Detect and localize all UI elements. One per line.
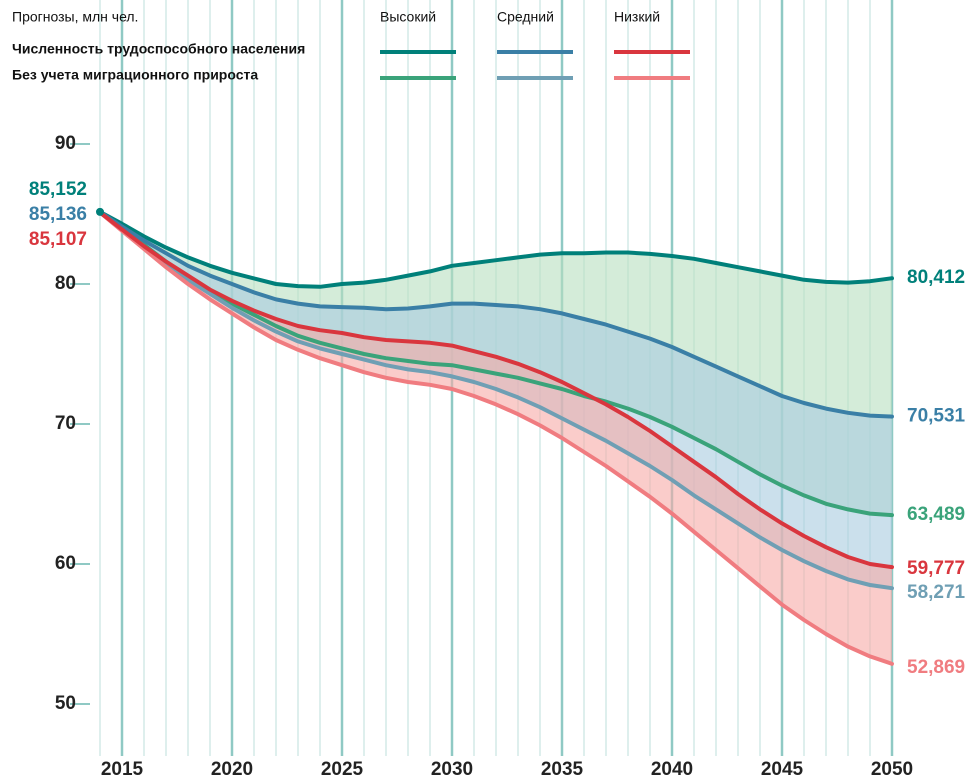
start-label: 85,107 bbox=[29, 229, 87, 250]
x-tick-label: 2020 bbox=[211, 759, 253, 779]
y-tick-label: 50 bbox=[55, 693, 76, 714]
x-tick-label: 2050 bbox=[871, 759, 913, 779]
band-area bbox=[100, 212, 892, 664]
line bbox=[98, 209, 894, 518]
x-tick-label: 2045 bbox=[761, 759, 804, 779]
legend-row-label: Без учета миграционного прироста bbox=[12, 67, 258, 83]
start-label: 85,136 bbox=[29, 204, 87, 225]
x-tick-label: 2025 bbox=[321, 759, 364, 779]
legend-column-label: Средний bbox=[497, 9, 554, 25]
labels: 2015 2020 2025 2030 2035 2040 2045 2050 50 60 70 80… bbox=[29, 133, 966, 779]
end-label: 80,412 bbox=[907, 267, 965, 288]
legend-column-label: Высокий bbox=[380, 9, 436, 25]
legend-title: Прогнозы, млн чел. bbox=[12, 9, 138, 25]
line bbox=[98, 210, 894, 666]
x-tick-label: 2040 bbox=[651, 759, 693, 779]
y-tick-label: 70 bbox=[55, 413, 76, 434]
y-tick-label: 60 bbox=[55, 553, 76, 574]
line bbox=[98, 210, 894, 570]
legend: Прогнозы, млн чел. Численность трудоспос… bbox=[12, 9, 690, 83]
start-label: 85,152 bbox=[29, 179, 87, 200]
end-label: 58,271 bbox=[907, 582, 966, 603]
end-label: 63,489 bbox=[907, 504, 965, 525]
end-label: 59,777 bbox=[907, 558, 965, 579]
y-tick-label: 90 bbox=[55, 133, 76, 154]
legend-row-label: Численность трудоспособного населения bbox=[12, 41, 305, 57]
end-label: 70,531 bbox=[907, 406, 966, 427]
line bbox=[98, 210, 894, 591]
x-tick-label: 2015 bbox=[101, 759, 144, 779]
x-tick-label: 2035 bbox=[541, 759, 584, 779]
lines bbox=[96, 207, 894, 666]
line bbox=[98, 209, 894, 289]
line bbox=[98, 210, 894, 419]
legend-column-label: Низкий bbox=[614, 9, 660, 25]
start-point bbox=[96, 207, 104, 216]
x-tick-label: 2030 bbox=[431, 759, 473, 779]
y-tick-label: 80 bbox=[55, 273, 76, 294]
end-label: 52,869 bbox=[907, 657, 965, 678]
